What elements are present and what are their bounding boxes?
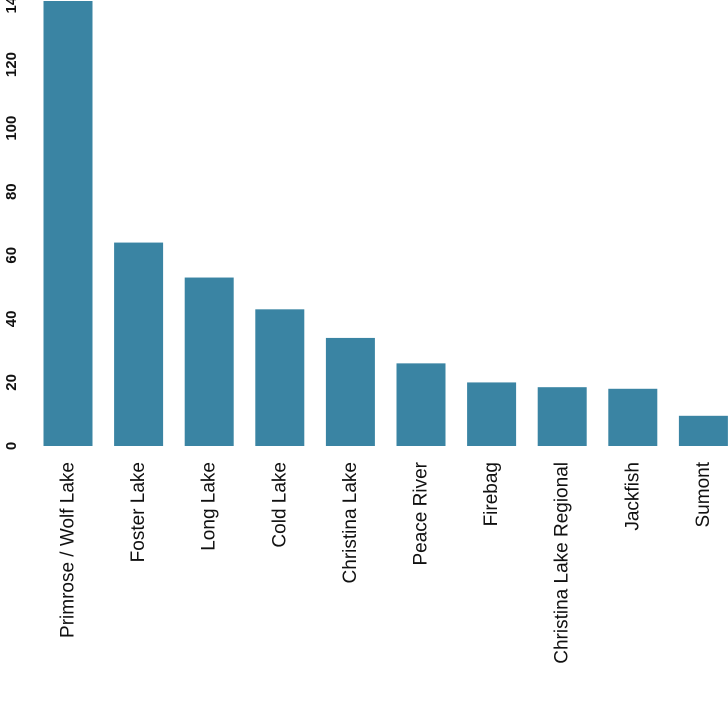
x-tick-label: Peace River [411, 461, 432, 565]
y-tick-label: 60 [3, 247, 20, 264]
y-tick-label: 140 [3, 0, 20, 14]
y-tick-label: 100 [3, 116, 20, 141]
bar [43, 1, 93, 446]
y-tick-label: 40 [3, 311, 20, 328]
bar [396, 363, 446, 446]
y-tick-label: 0 [3, 442, 20, 450]
bar [255, 309, 305, 446]
y-tick-label: 80 [3, 183, 20, 200]
bar [467, 382, 517, 446]
bar [678, 415, 728, 446]
y-tick-label: 120 [3, 52, 20, 77]
x-tick-label: Christina Lake Regional [552, 462, 573, 664]
x-tick-label: Sumont [693, 461, 714, 527]
x-tick-label: Firebag [481, 462, 502, 526]
x-tick-label: Jackfish [622, 462, 643, 531]
x-tick-label: Cold Lake [269, 462, 290, 548]
bar [537, 387, 587, 446]
bar [325, 337, 375, 446]
bar [114, 242, 164, 446]
bar [608, 388, 658, 446]
bar [184, 277, 234, 446]
x-tick-label: Foster Lake [128, 462, 149, 562]
x-tick-label: Christina Lake [340, 462, 361, 583]
y-tick-label: 20 [3, 374, 20, 391]
x-tick-label: Long Lake [199, 462, 220, 551]
x-tick-label: Primrose / Wolf Lake [58, 462, 79, 638]
